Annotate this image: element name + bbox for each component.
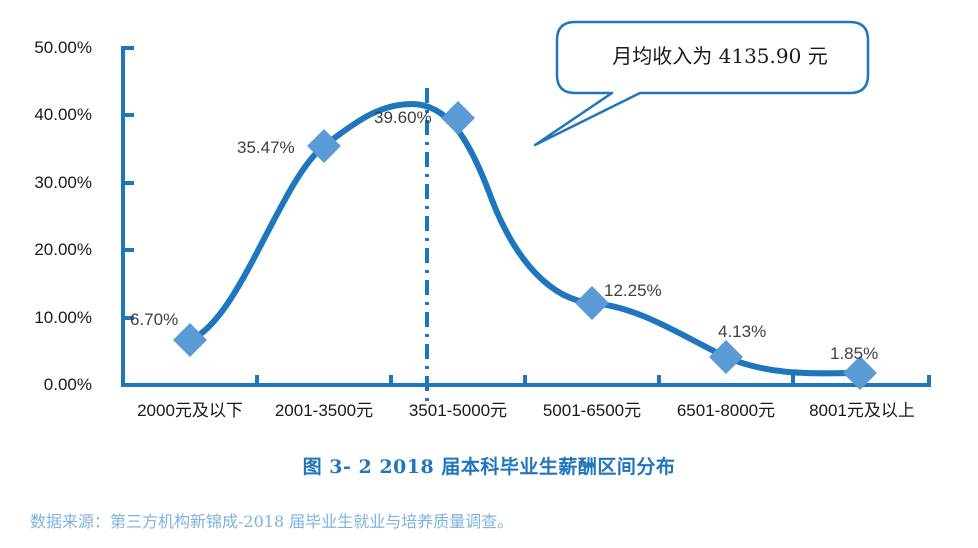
x-tick-label: 8001元及以上 xyxy=(809,401,915,420)
callout-balloon xyxy=(533,20,870,147)
y-tick-label: 40.00% xyxy=(34,105,92,124)
callout-text: 月均收入为 4135.90 元 xyxy=(612,44,828,68)
x-tick-label: 2000元及以下 xyxy=(137,401,243,420)
data-label: 35.47% xyxy=(237,138,295,157)
x-tick-label: 3501-5000元 xyxy=(408,401,508,420)
y-tick-label: 50.00% xyxy=(34,38,92,57)
data-point-marker xyxy=(575,286,609,320)
data-label: 1.85% xyxy=(830,344,879,363)
chart-plot-area: 50.00% 40.00% 30.00% 20.00% 10.00% 0.00%… xyxy=(34,20,931,420)
data-label: 12.25% xyxy=(604,281,662,300)
data-point-marker xyxy=(173,323,207,357)
y-tick-label: 10.00% xyxy=(34,308,92,327)
data-point-marker xyxy=(307,129,341,163)
data-point-markers xyxy=(173,101,877,390)
x-tick-label: 5001-6500元 xyxy=(542,401,642,420)
figure-source-note: 数据来源：第三方机构新锦成-2018 届毕业生就业与培养质量调查。 xyxy=(30,512,514,531)
data-label: 6.70% xyxy=(130,310,179,329)
y-axis-ticks xyxy=(123,46,134,320)
figure-caption: 图 3- 2 2018 届本科毕业生薪酬区间分布 xyxy=(302,456,676,478)
y-tick-label: 20.00% xyxy=(34,240,92,259)
y-tick-label: 0.00% xyxy=(43,375,92,394)
data-point-marker xyxy=(843,356,877,390)
line-chart-svg xyxy=(121,20,931,404)
data-label: 39.60% xyxy=(374,108,432,127)
y-tick-label: 30.00% xyxy=(34,173,92,192)
x-tick-label: 6501-8000元 xyxy=(676,401,776,420)
data-point-marker xyxy=(709,340,743,374)
data-point-marker xyxy=(441,101,475,135)
data-label: 4.13% xyxy=(718,322,767,341)
callout-balloon-shape xyxy=(533,20,870,147)
x-tick-label: 2001-3500元 xyxy=(274,401,374,420)
x-axis-ticks xyxy=(121,375,931,385)
